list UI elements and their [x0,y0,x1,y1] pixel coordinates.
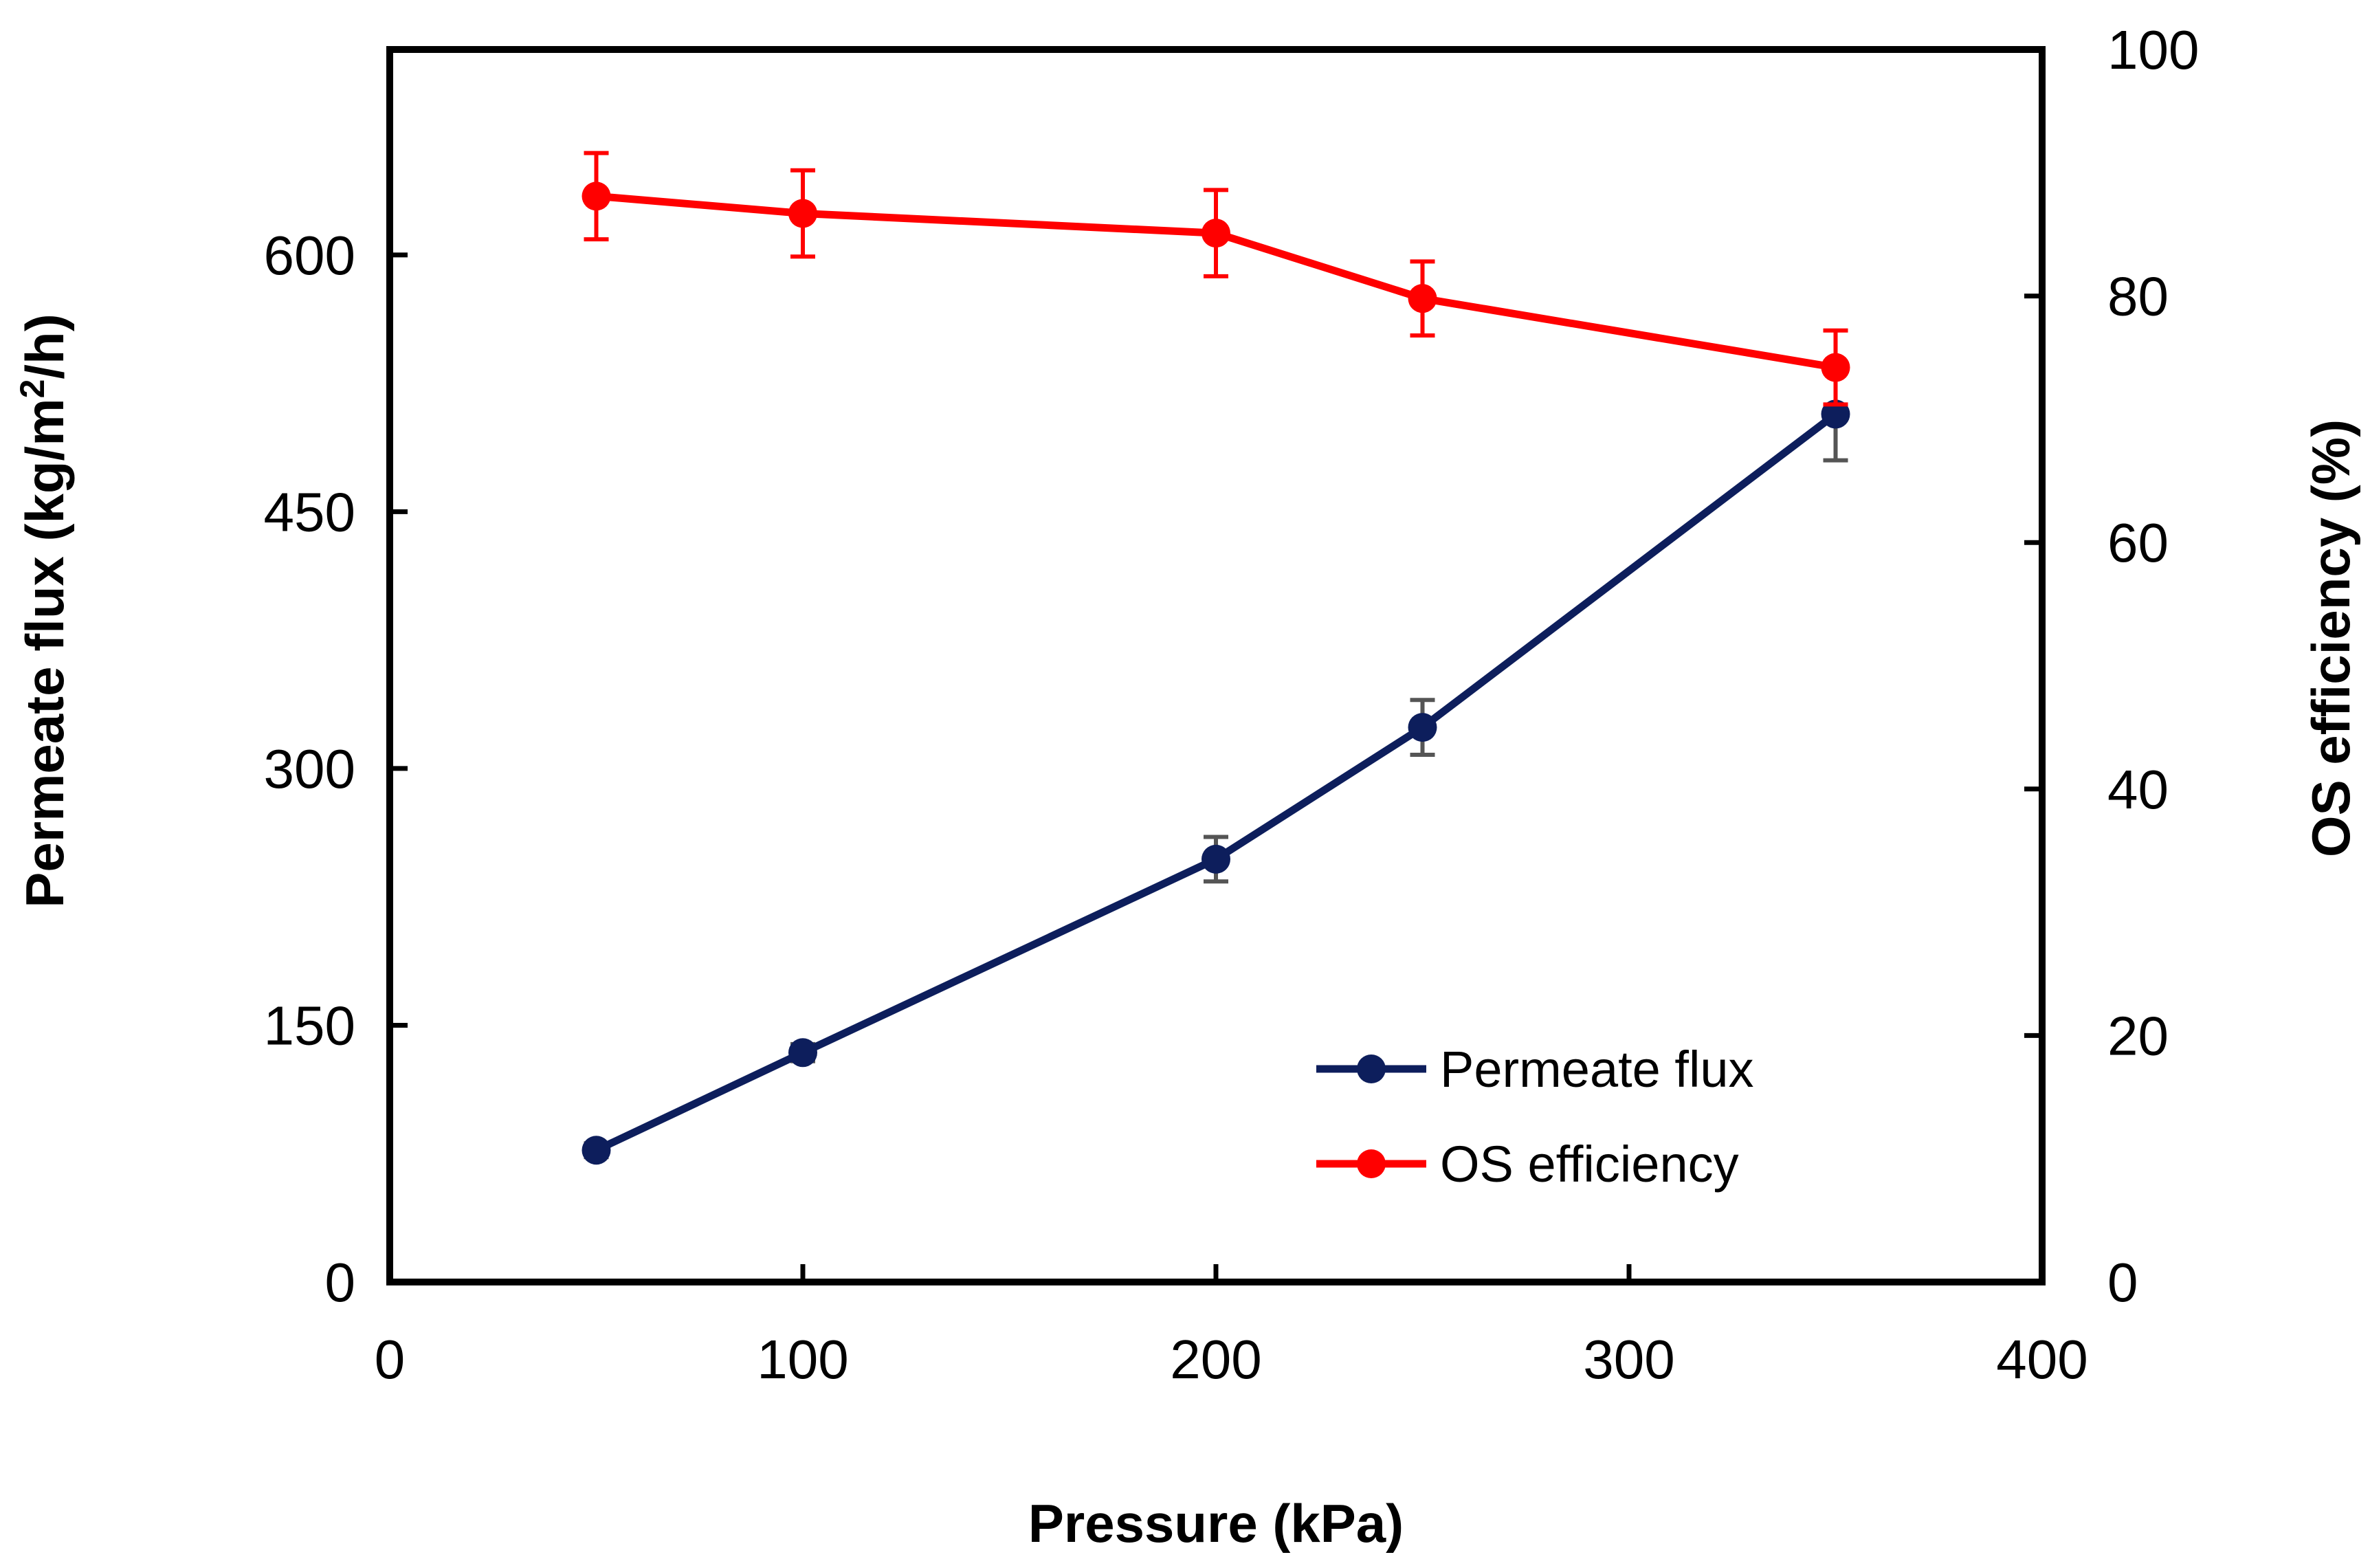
plot-area-frame [386,46,2046,1285]
y-left-title-superscript: 2 [13,379,52,399]
data-point [1408,284,1437,313]
y-right-tick-label: 100 [2107,19,2199,80]
y-right-tick-label: 20 [2107,1005,2169,1066]
legend-label: Permeate flux [1440,1041,1754,1098]
y-left-tick-label: 450 [264,481,355,542]
x-axis-ticks: 0 100 200 300 400 [375,1264,2088,1390]
y-left-title-suffix: /h) [14,313,75,379]
data-point [788,1038,817,1068]
legend-marker [1357,1054,1386,1083]
series-permeate-flux [582,366,1850,1165]
x-tick-label: 400 [1996,1329,2087,1390]
x-tick-label: 200 [1170,1329,1261,1390]
data-point [1821,399,1850,429]
legend-marker [1357,1149,1386,1178]
data-point [582,181,611,211]
data-point [582,1136,611,1165]
legend: Permeate flux OS efficiency [1316,1041,1754,1193]
y-left-title-prefix: Permeate flux (kg/m [14,398,75,907]
y-left-tick-label: 150 [264,995,355,1056]
y-left-tick-label: 600 [264,225,355,286]
series-layer [582,151,1850,1165]
x-axis-title: Pressure (kPa) [1028,1493,1404,1554]
data-point [788,199,817,228]
y-left-axis-ticks: 0 150 300 450 600 [264,225,408,1313]
y-right-axis-title: OS efficiency (%) [2301,419,2361,857]
series-os-efficiency [582,151,1850,407]
data-point [1408,713,1437,742]
y-right-tick-label: 80 [2107,266,2169,327]
y-right-tick-label: 60 [2107,512,2169,573]
x-tick-label: 300 [1583,1329,1674,1390]
legend-label: OS efficiency [1440,1136,1739,1193]
y-left-tick-label: 300 [264,738,355,799]
data-point [1821,353,1850,382]
y-right-tick-label: 40 [2107,759,2169,820]
y-right-axis-ticks: 0 20 40 60 80 100 [2024,19,2199,1313]
y-left-axis-title: Permeate flux (kg/m2/h) [13,313,75,907]
y-right-tick-label: 0 [2107,1252,2138,1313]
x-tick-label: 0 [375,1329,406,1390]
x-tick-label: 100 [757,1329,848,1390]
y-left-tick-label: 0 [325,1252,356,1313]
data-point [1201,844,1230,874]
data-point [1201,219,1230,248]
